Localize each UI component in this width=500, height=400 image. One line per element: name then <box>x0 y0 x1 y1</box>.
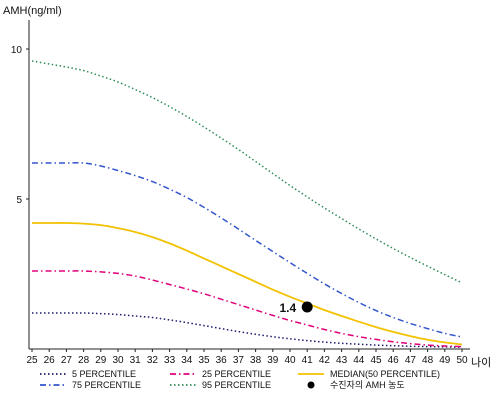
x-tick-label: 34 <box>181 355 193 366</box>
y-axis-title: AMH(ng/ml) <box>3 5 62 17</box>
series-line-0 <box>32 312 463 348</box>
x-tick-label: 29 <box>95 355 107 366</box>
x-tick-label: 28 <box>78 355 90 366</box>
x-tick-label: 35 <box>198 355 210 366</box>
x-ticks: 25 26 27 28 29 30 31 32 33 34 35 36 37 38 39 40 41 42 43 44… <box>26 349 468 366</box>
legend-point-marker <box>307 381 315 389</box>
point-layer: 1.4 <box>280 301 313 315</box>
legend-label-0: 5 PERCENTILE <box>72 369 136 379</box>
x-tick-label: 44 <box>353 355 365 366</box>
x-tick-label: 47 <box>405 355 417 366</box>
x-tick-label: 27 <box>61 355 73 366</box>
x-tick-label: 40 <box>284 355 296 366</box>
patient-amh-label: 1.4 <box>280 301 297 315</box>
patient-amh-point <box>301 301 313 313</box>
x-tick-label: 30 <box>112 355 124 366</box>
series-layer <box>31 60 463 348</box>
legend-label-1: 25 PERCENTILE <box>202 369 271 379</box>
series-line-4 <box>31 222 463 346</box>
x-tick-label: 50 <box>456 355 468 366</box>
x-tick-label: 48 <box>422 355 434 366</box>
x-axis-title: 나이 <box>471 356 491 369</box>
series-line-1 <box>31 270 463 348</box>
x-tick-label: 49 <box>439 355 451 366</box>
y-tick-label: 10 <box>11 45 23 56</box>
x-tick-label: 25 <box>26 355 38 366</box>
x-tick-label: 43 <box>336 355 348 366</box>
legend-label-4: MEDIAN(50 PERCENTILE) <box>330 369 440 379</box>
x-tick-label: 38 <box>250 355 262 366</box>
x-tick-label: 26 <box>44 355 56 366</box>
x-tick-label: 32 <box>147 355 159 366</box>
legend-label-3: 95 PERCENTILE <box>202 380 271 390</box>
series-line-2 <box>32 162 463 338</box>
legend: 5 PERCENTILE 25 PERCENTILE MEDIAN(50 PERCE… <box>40 369 440 390</box>
legend-label-2: 75 PERCENTILE <box>72 380 141 390</box>
x-tick-label: 39 <box>267 355 279 366</box>
x-tick-label: 46 <box>388 355 400 366</box>
x-tick-label: 33 <box>164 355 176 366</box>
y-tick-label: 5 <box>16 195 22 206</box>
legend-point-label: 수진자의 AMH 농도 <box>330 380 405 390</box>
y-ticks: 5 10 <box>11 45 29 206</box>
x-tick-label: 45 <box>370 355 382 366</box>
x-tick-label: 37 <box>233 355 245 366</box>
x-tick-label: 36 <box>216 355 228 366</box>
x-tick-label: 42 <box>319 355 331 366</box>
x-tick-label: 41 <box>302 355 314 366</box>
x-tick-label: 31 <box>130 355 142 366</box>
series-line-3 <box>31 60 463 284</box>
